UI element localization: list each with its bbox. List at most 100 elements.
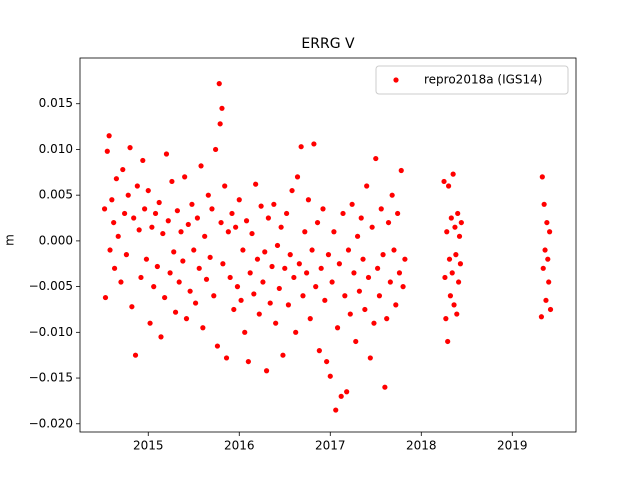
point [245, 358, 251, 365]
point [380, 252, 386, 258]
point [156, 199, 162, 206]
point [118, 279, 124, 285]
point [294, 174, 301, 180]
point [305, 197, 312, 203]
plot-frame [79, 57, 577, 433]
legend-label: repro2018a (IGS14) [424, 73, 542, 87]
point [262, 249, 268, 255]
point [342, 293, 348, 299]
point [448, 215, 454, 221]
point [129, 304, 135, 310]
point [387, 279, 393, 285]
point [313, 284, 319, 290]
point [127, 145, 133, 151]
point [443, 316, 449, 322]
point [216, 81, 222, 87]
point [225, 229, 231, 235]
point [300, 293, 306, 299]
point [364, 183, 370, 189]
point [378, 206, 384, 212]
point [293, 329, 299, 335]
point [220, 261, 226, 267]
point [447, 293, 454, 299]
point [240, 247, 246, 253]
y-tick-label: −0.010 [29, 325, 73, 339]
point [258, 203, 264, 209]
point [243, 218, 250, 224]
point [165, 218, 171, 224]
y-tick-label: 0.005 [39, 188, 73, 202]
point [196, 265, 202, 271]
point [106, 133, 112, 139]
chart-title: ERRG V [301, 36, 355, 52]
point [278, 224, 284, 230]
point [256, 311, 262, 317]
legend-marker [393, 77, 399, 83]
point [217, 121, 223, 127]
point [251, 291, 257, 297]
point [271, 201, 277, 207]
point [453, 252, 459, 258]
point [385, 219, 392, 226]
point [347, 311, 353, 317]
point [455, 210, 461, 217]
point [344, 389, 350, 395]
point [546, 279, 552, 285]
point [167, 270, 173, 276]
point [329, 279, 335, 285]
y-axis-label: m [3, 234, 17, 246]
y-tick-label: 0.010 [39, 142, 73, 156]
point [285, 302, 292, 308]
point [365, 274, 372, 281]
point [101, 206, 108, 212]
point [123, 252, 130, 258]
point [398, 167, 404, 174]
point [192, 300, 199, 306]
point [151, 284, 157, 290]
point [351, 270, 357, 276]
point [160, 230, 166, 237]
point [162, 294, 168, 301]
point [140, 157, 146, 164]
point [318, 265, 324, 271]
point [458, 219, 464, 226]
point [194, 215, 201, 221]
point [543, 297, 549, 303]
point [393, 302, 399, 308]
point [445, 183, 452, 189]
x-tick-label: 2019 [497, 439, 528, 453]
point [353, 338, 359, 345]
point [231, 306, 237, 313]
point [400, 284, 406, 290]
point [236, 197, 242, 203]
point [253, 181, 259, 187]
point [178, 229, 184, 235]
y-tick-label: −0.015 [29, 371, 73, 385]
point [540, 265, 546, 271]
point [354, 233, 361, 239]
point [345, 247, 352, 253]
point [444, 229, 450, 235]
point [334, 325, 341, 331]
point [136, 227, 142, 233]
point [138, 274, 144, 281]
point [309, 247, 315, 253]
point [260, 279, 266, 285]
point [234, 284, 241, 290]
point [107, 247, 113, 253]
point [132, 352, 139, 358]
point [311, 141, 317, 147]
point [154, 263, 160, 270]
point [376, 293, 383, 299]
point [320, 206, 326, 212]
y-tick-label: −0.005 [29, 279, 73, 293]
point [247, 270, 253, 276]
point [147, 320, 153, 326]
point [296, 261, 302, 267]
point [203, 276, 210, 282]
point [183, 316, 190, 322]
point [367, 355, 373, 361]
point [149, 224, 155, 230]
point [395, 210, 401, 217]
point [202, 233, 208, 239]
